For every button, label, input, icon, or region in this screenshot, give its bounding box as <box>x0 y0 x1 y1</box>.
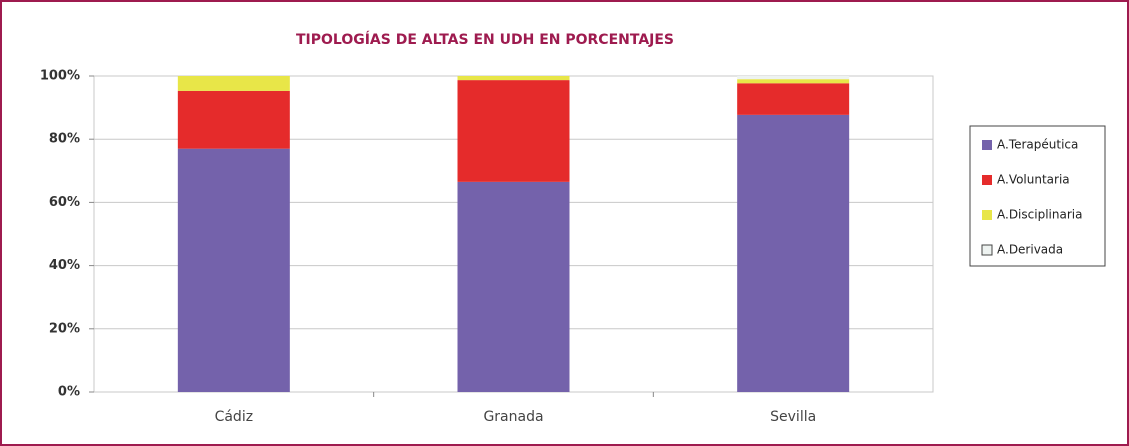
y-tick-label: 20% <box>49 321 80 336</box>
y-tick-label: 0% <box>58 385 80 400</box>
legend-swatch <box>982 210 992 220</box>
y-tick-label: 100% <box>40 69 80 84</box>
legend-label: A.Voluntaria <box>997 173 1070 187</box>
bar-segment <box>737 83 850 115</box>
y-tick-label: 60% <box>49 195 80 210</box>
bar-segment <box>177 90 290 149</box>
legend-swatch <box>982 140 992 150</box>
bar-segment <box>457 80 570 182</box>
legend-label: A.Derivada <box>997 243 1063 257</box>
x-tick-label: Cádiz <box>215 409 253 425</box>
bar-segment <box>737 114 850 393</box>
bar-segment <box>177 148 290 392</box>
x-tick-label: Granada <box>483 409 543 425</box>
bar-segment <box>737 76 850 80</box>
y-tick-label: 80% <box>49 132 80 147</box>
legend-label: A.Terapéutica <box>997 138 1078 152</box>
legend <box>969 125 1106 267</box>
bar-segment <box>177 76 290 91</box>
legend-swatch <box>982 175 992 185</box>
y-tick-label: 40% <box>49 258 80 273</box>
legend-swatch <box>981 244 993 256</box>
legend-label: A.Disciplinaria <box>997 208 1082 222</box>
bar-segment <box>737 79 850 84</box>
bar-segment <box>457 76 570 81</box>
chart-title: TIPOLOGÍAS DE ALTAS EN UDH EN PORCENTAJE… <box>296 31 674 48</box>
x-tick-label: Sevilla <box>770 409 816 425</box>
bar-segment <box>457 181 570 392</box>
